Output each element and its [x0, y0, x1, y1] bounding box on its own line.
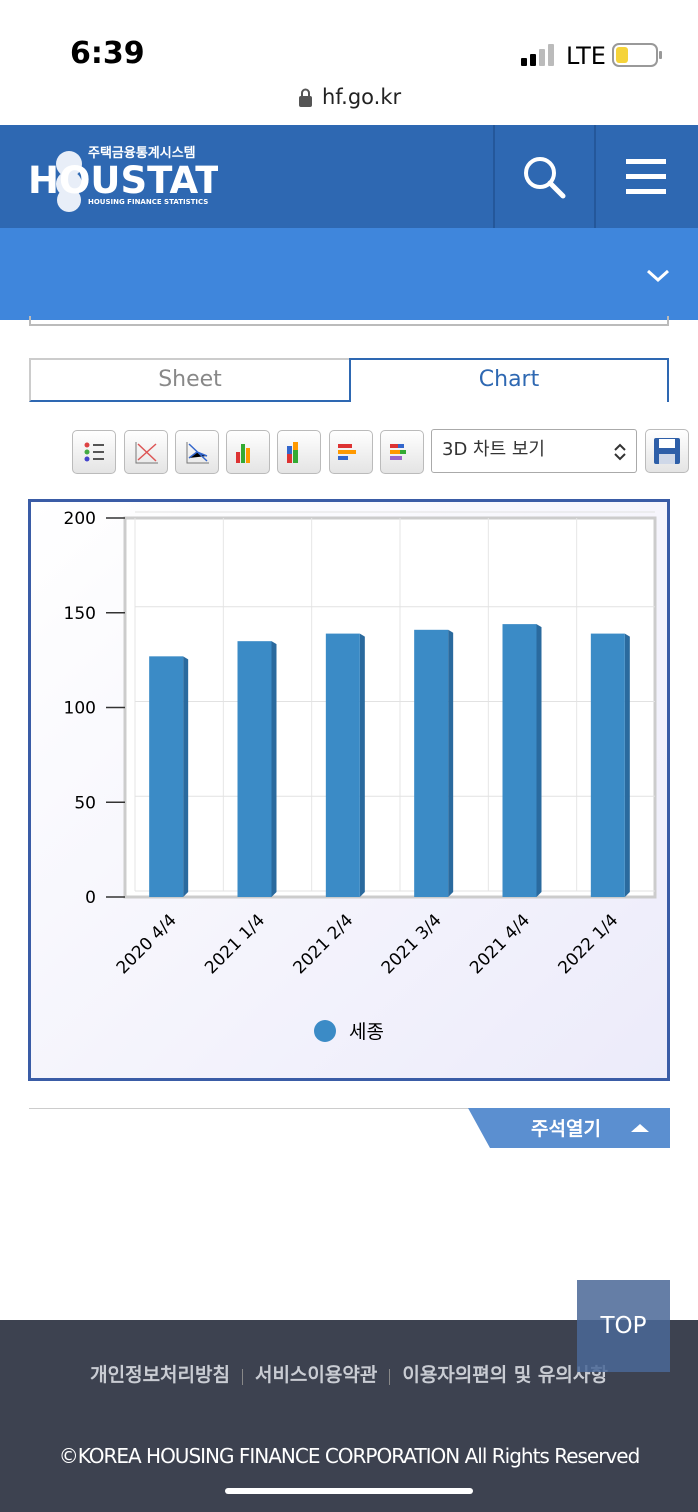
plot-area [123, 516, 657, 899]
logo-subtitle-en: HOUSING FINANCE STATISTICS [88, 198, 208, 206]
footer-links: 개인정보처리방침 서비스이용약관 이용자의편의 및 유의사항 [0, 1360, 698, 1387]
menu-button[interactable] [626, 159, 668, 195]
bar [414, 629, 449, 897]
bar-side [448, 629, 454, 897]
footer-link[interactable]: 개인정보처리방침 [90, 1364, 230, 1386]
select-arrows [614, 443, 626, 461]
bar-side [183, 656, 189, 897]
y-tick-label: 100 [64, 699, 96, 719]
legend-marker [314, 1020, 336, 1042]
toolbar-button[interactable] [277, 430, 321, 474]
signal-icon [521, 44, 554, 66]
logo[interactable]: HOUSTAT 주택금융통계시스템 HOUSING FINANCE STATIS… [28, 143, 218, 213]
bar [325, 633, 360, 897]
select-text: 3D 차트 보기 [442, 439, 545, 460]
copyright: ©KOREA HOUSING FINANCE CORPORATION All R… [58, 1444, 641, 1468]
footer-link[interactable]: 서비스이용약관 [254, 1364, 378, 1386]
bar-side [271, 641, 277, 897]
chart-view-select[interactable]: 3D 차트 보기 [431, 429, 637, 473]
bar [590, 633, 625, 897]
toolbar-button[interactable] [380, 430, 424, 474]
battery-icon [612, 43, 662, 67]
bar-side [536, 624, 542, 897]
dropdown-chevron[interactable] [646, 268, 670, 284]
select-box-edge [29, 316, 669, 326]
lock-icon [299, 88, 312, 107]
y-tick-label: 50 [74, 793, 96, 813]
bar-side [624, 633, 630, 897]
bar-side [359, 633, 365, 897]
legend-label: 세종 [349, 1021, 384, 1043]
save-button[interactable] [645, 429, 689, 473]
search-button[interactable] [520, 153, 570, 203]
notes-toggle[interactable]: 주석열기 [468, 1108, 670, 1150]
url[interactable]: hf.go.kr [322, 85, 402, 109]
header: HOUSTAT 주택금융통계시스템 HOUSING FINANCE STATIS… [0, 125, 698, 228]
toolbar-button[interactable] [226, 430, 270, 474]
home-indicator [225, 1488, 473, 1494]
y-tick-label: 200 [64, 509, 96, 529]
top-button[interactable]: TOP [577, 1280, 670, 1372]
logo-text: HOUSTAT [28, 159, 218, 202]
tab-sheet[interactable]: Sheet [29, 358, 351, 402]
footer-link[interactable]: 이용자의편의 및 유의사항 [402, 1364, 608, 1386]
notes-toggle-text: 주석열기 [531, 1118, 601, 1140]
tab-chart[interactable]: Chart [349, 358, 669, 402]
bar [237, 641, 272, 897]
toolbar-icons [84, 442, 406, 464]
y-tick-label: 0 [85, 888, 96, 908]
divider [29, 1108, 669, 1109]
status-network: LTE [566, 42, 606, 70]
bar [149, 656, 184, 897]
bar [502, 624, 537, 897]
y-tick-label: 150 [64, 604, 96, 624]
status-time: 6:39 [70, 36, 145, 71]
save-icon [654, 438, 680, 464]
logo-subtitle-ko: 주택금융통계시스템 [88, 145, 196, 161]
sub-nav [0, 228, 698, 320]
